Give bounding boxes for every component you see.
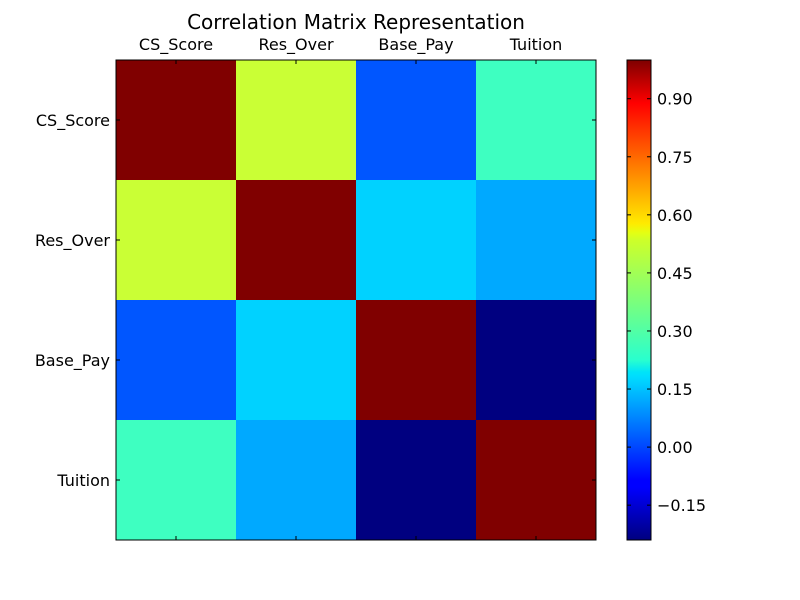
colorbar-tick-label: 0.45	[657, 264, 693, 283]
heatmap-cell-Base_Pay-Base_Pay	[356, 300, 476, 420]
heatmap-cells	[116, 60, 596, 540]
heatmap-cell-Base_Pay-Res_Over	[236, 300, 356, 420]
heatmap-ticks	[116, 60, 596, 540]
colorbar-tick-label: 0.60	[657, 206, 693, 225]
y-tick-label: Tuition	[56, 471, 110, 490]
heatmap-cell-CS_Score-Base_Pay	[356, 60, 476, 180]
heatmap-cell-Base_Pay-Tuition	[476, 300, 596, 420]
heatmap-cell-Tuition-Base_Pay	[356, 420, 476, 540]
x-tick-label: Tuition	[509, 35, 563, 54]
heatmap-cell-Base_Pay-CS_Score	[116, 300, 236, 420]
colorbar-tick-label: 0.30	[657, 322, 693, 341]
y-tick-label: CS_Score	[36, 111, 110, 131]
x-tick-label: Res_Over	[258, 35, 333, 55]
heatmap-cell-Res_Over-Res_Over	[236, 180, 356, 300]
x-tick-labels: CS_Score Res_Over Base_Pay Tuition	[139, 35, 562, 55]
heatmap-frame	[115, 59, 597, 541]
heatmap-cell-CS_Score-Tuition	[476, 60, 596, 180]
heatmap-cell-Tuition-Tuition	[476, 420, 596, 540]
chart-title: Correlation Matrix Representation	[187, 10, 525, 34]
heatmap-cell-Tuition-Res_Over	[236, 420, 356, 540]
colorbar-tick-label: 0.15	[657, 380, 693, 399]
y-tick-label: Res_Over	[35, 231, 110, 251]
heatmap-cell-CS_Score-CS_Score	[116, 60, 236, 180]
heatmap-cell-Tuition-CS_Score	[116, 420, 236, 540]
colorbar-tick-label: 0.00	[657, 438, 693, 457]
colorbar-frame	[626, 59, 652, 541]
colorbar-tick-label: 0.75	[657, 148, 693, 167]
colorbar-tick-label: −0.15	[657, 496, 706, 515]
y-tick-label: Base_Pay	[35, 351, 110, 371]
x-tick-label: Base_Pay	[378, 35, 453, 55]
colorbar-gradient	[627, 60, 651, 540]
colorbar-tick-label: 0.90	[657, 90, 693, 109]
heatmap-cell-CS_Score-Res_Over	[236, 60, 356, 180]
colorbar-ticks: 0.90 0.75 0.60 0.45 0.30 0.15 0.00 −0.15	[627, 90, 706, 515]
y-tick-labels: CS_Score Res_Over Base_Pay Tuition	[35, 111, 111, 490]
x-tick-label: CS_Score	[139, 35, 213, 55]
heatmap-cell-Res_Over-Base_Pay	[356, 180, 476, 300]
heatmap-cell-Res_Over-CS_Score	[116, 180, 236, 300]
heatmap-cell-Res_Over-Tuition	[476, 180, 596, 300]
